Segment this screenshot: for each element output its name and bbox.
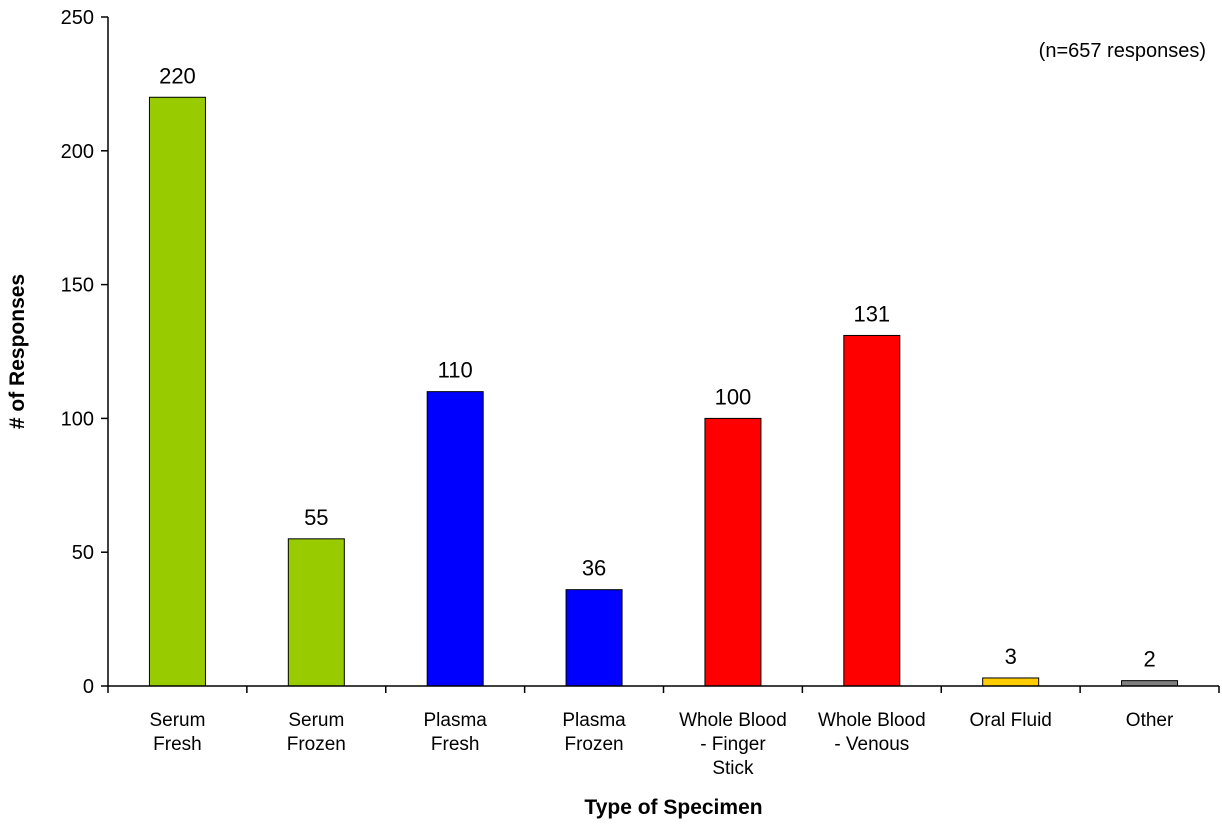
x-tick-label: - Venous bbox=[834, 734, 909, 755]
data-label: 3 bbox=[1005, 644, 1017, 669]
sample-size-annotation: (n=657 responses) bbox=[1039, 40, 1206, 62]
data-labels-group: 220 55 110 36 100 131 3 2 bbox=[159, 63, 1156, 671]
x-tick-label: Whole Blood bbox=[679, 710, 787, 731]
y-tick-label: 200 bbox=[61, 141, 94, 163]
x-tick-label: Frozen bbox=[564, 734, 623, 755]
x-tick-label: Stick bbox=[712, 758, 754, 779]
x-tick-label: Frozen bbox=[287, 734, 346, 755]
x-tick-label: Oral Fluid bbox=[970, 710, 1052, 731]
x-tick-label: Plasma bbox=[424, 710, 488, 731]
bar bbox=[148, 96, 206, 687]
data-label: 2 bbox=[1143, 647, 1155, 672]
bar bbox=[843, 334, 901, 687]
y-tick-label: 50 bbox=[72, 542, 94, 564]
bar bbox=[426, 391, 484, 687]
y-tick-label: 100 bbox=[61, 408, 94, 430]
data-label: 220 bbox=[159, 63, 196, 88]
y-axis-title: # of Responses bbox=[6, 274, 29, 429]
y-axis-ticks: 0 50 100 150 200 250 bbox=[61, 7, 108, 698]
x-tick-label: Fresh bbox=[431, 734, 480, 755]
bar bbox=[1121, 680, 1179, 687]
x-tick-label: Fresh bbox=[153, 734, 202, 755]
data-label: 55 bbox=[304, 505, 328, 530]
y-tick-label: 150 bbox=[61, 275, 94, 297]
y-tick-label: 0 bbox=[83, 676, 94, 698]
x-tick-label: Whole Blood bbox=[818, 710, 926, 731]
x-axis-title: Type of Specimen bbox=[584, 796, 762, 819]
bar bbox=[287, 538, 345, 687]
data-label: 110 bbox=[438, 358, 473, 383]
x-tick-label: - Finger bbox=[700, 734, 766, 755]
bar bbox=[704, 417, 762, 687]
data-label: 100 bbox=[715, 384, 752, 409]
bars-group bbox=[148, 96, 1179, 687]
bar bbox=[982, 677, 1040, 687]
x-tick-label: Serum bbox=[288, 710, 344, 731]
bar bbox=[565, 589, 623, 687]
x-tick-label: Other bbox=[1126, 710, 1174, 731]
x-tick-label: Plasma bbox=[562, 710, 626, 731]
data-label: 36 bbox=[582, 556, 606, 581]
data-label: 131 bbox=[853, 301, 890, 326]
y-tick-label: 250 bbox=[61, 7, 94, 29]
x-tick-label: Serum bbox=[149, 710, 205, 731]
x-axis-ticks: Serum Fresh Serum Frozen Plasma Fresh Plasma Fr… bbox=[107, 686, 1220, 779]
